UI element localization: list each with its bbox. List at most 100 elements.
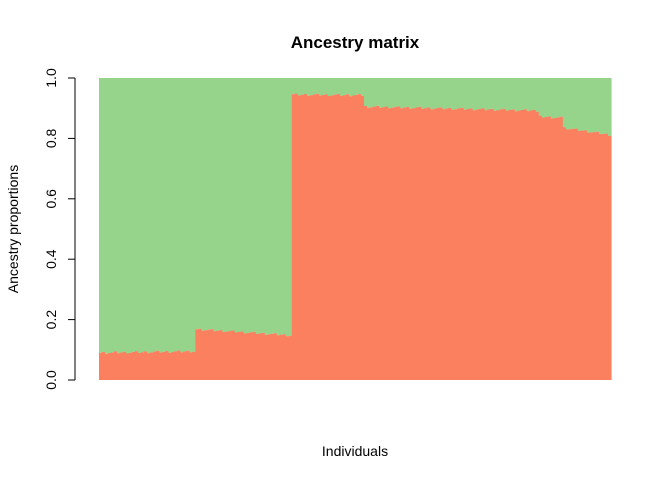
bar-component-2 bbox=[577, 78, 582, 131]
bar-component-1 bbox=[327, 96, 332, 380]
bar-component-2 bbox=[520, 78, 525, 110]
bar-component-1 bbox=[541, 117, 546, 380]
bar-component-1 bbox=[231, 330, 236, 380]
bar-component-2 bbox=[252, 78, 257, 332]
bar-component-1 bbox=[562, 127, 567, 381]
bar-component-1 bbox=[496, 110, 501, 380]
bar-component-2 bbox=[210, 78, 215, 330]
bar-component-2 bbox=[595, 78, 600, 132]
bar-component-2 bbox=[189, 78, 193, 353]
bar-component-2 bbox=[345, 78, 350, 95]
bar-component-2 bbox=[162, 78, 166, 352]
bar-component-2 bbox=[568, 78, 573, 130]
bar-component-1 bbox=[490, 108, 495, 381]
chart-title: Ancestry matrix bbox=[291, 33, 420, 52]
bar-component-1 bbox=[379, 107, 383, 380]
bar-component-2 bbox=[430, 78, 434, 110]
bar-component-2 bbox=[454, 78, 458, 110]
bar-component-1 bbox=[553, 117, 558, 380]
bar-component-1 bbox=[412, 108, 416, 381]
bar-component-2 bbox=[598, 78, 603, 135]
bar-component-1 bbox=[424, 108, 428, 381]
bar-component-2 bbox=[526, 78, 531, 112]
bar-component-2 bbox=[276, 78, 281, 336]
bar-component-1 bbox=[472, 110, 477, 381]
bar-component-1 bbox=[258, 333, 263, 380]
bar-component-1 bbox=[385, 106, 389, 381]
bar-component-2 bbox=[487, 78, 492, 110]
bar-component-2 bbox=[397, 78, 401, 107]
bar-component-1 bbox=[457, 108, 462, 380]
bar-component-1 bbox=[267, 334, 272, 380]
bar-component-1 bbox=[282, 334, 287, 380]
bar-component-1 bbox=[183, 351, 187, 380]
bar-component-1 bbox=[604, 133, 609, 380]
bar-component-1 bbox=[514, 111, 519, 380]
bar-component-2 bbox=[324, 78, 329, 95]
bar-component-1 bbox=[535, 111, 540, 381]
bar-component-2 bbox=[460, 78, 465, 108]
bar-component-2 bbox=[388, 78, 392, 109]
bar-component-2 bbox=[153, 78, 157, 352]
bar-component-1 bbox=[370, 107, 374, 380]
bar-component-2 bbox=[156, 78, 160, 351]
bar-component-1 bbox=[99, 352, 103, 380]
bar-component-2 bbox=[481, 78, 486, 109]
bar-component-1 bbox=[583, 130, 588, 380]
bar-component-2 bbox=[529, 78, 534, 111]
bar-component-2 bbox=[147, 78, 151, 354]
bar-component-2 bbox=[427, 78, 431, 108]
bar-component-1 bbox=[201, 330, 206, 380]
bar-component-1 bbox=[358, 94, 362, 381]
bar-component-2 bbox=[240, 78, 245, 332]
bar-component-2 bbox=[544, 78, 549, 118]
bar-component-2 bbox=[514, 78, 519, 112]
bar-component-1 bbox=[264, 334, 269, 380]
bar-component-2 bbox=[333, 78, 338, 95]
bar-component-2 bbox=[466, 78, 471, 110]
bar-component-2 bbox=[270, 78, 275, 334]
bar-component-1 bbox=[306, 95, 311, 381]
bar-component-1 bbox=[330, 95, 335, 381]
bar-component-2 bbox=[580, 78, 585, 131]
bar-component-1 bbox=[523, 109, 528, 380]
bar-component-1 bbox=[511, 109, 516, 380]
bar-component-2 bbox=[607, 78, 612, 136]
bar-component-2 bbox=[195, 78, 199, 330]
bar-component-2 bbox=[273, 78, 278, 334]
bar-component-2 bbox=[321, 78, 326, 95]
bar-component-2 bbox=[327, 78, 332, 97]
bar-component-1 bbox=[403, 107, 407, 381]
bar-component-2 bbox=[409, 78, 413, 109]
bar-component-1 bbox=[598, 134, 603, 380]
bar-component-2 bbox=[424, 78, 428, 109]
bars-group bbox=[99, 78, 612, 381]
bar-component-1 bbox=[391, 107, 395, 380]
bar-component-1 bbox=[351, 95, 356, 380]
bar-component-1 bbox=[168, 352, 172, 380]
bar-component-2 bbox=[394, 78, 398, 108]
bar-component-1 bbox=[400, 108, 404, 380]
bar-component-2 bbox=[493, 78, 498, 111]
bar-component-2 bbox=[538, 78, 543, 116]
bar-component-2 bbox=[183, 78, 187, 352]
bar-component-2 bbox=[358, 78, 362, 95]
bar-component-1 bbox=[171, 352, 175, 380]
bar-component-2 bbox=[439, 78, 443, 108]
bar-component-2 bbox=[144, 78, 148, 352]
bar-component-1 bbox=[153, 351, 157, 380]
bar-component-2 bbox=[517, 78, 522, 111]
y-tick-label: 0.6 bbox=[43, 189, 59, 209]
bar-component-1 bbox=[291, 94, 296, 381]
bar-component-2 bbox=[99, 78, 103, 353]
bar-component-1 bbox=[198, 328, 202, 380]
bar-component-1 bbox=[406, 106, 410, 381]
bar-component-1 bbox=[318, 95, 323, 381]
bar-component-2 bbox=[574, 78, 579, 129]
bar-component-2 bbox=[288, 78, 293, 336]
bar-component-1 bbox=[571, 128, 576, 380]
bar-component-2 bbox=[108, 78, 112, 354]
bar-component-2 bbox=[442, 78, 446, 110]
bar-component-1 bbox=[240, 331, 245, 380]
